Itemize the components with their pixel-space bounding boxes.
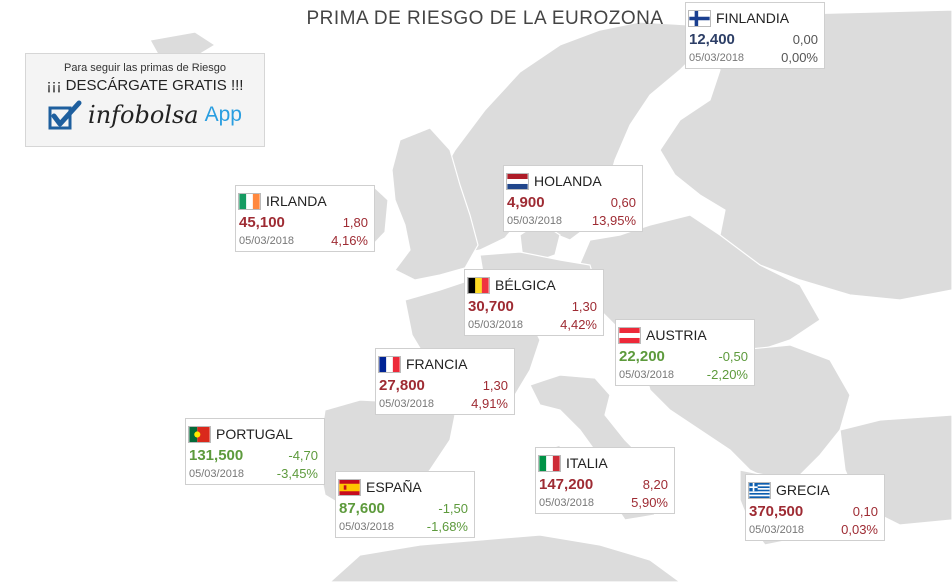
risk-premium-value: 131,500	[189, 447, 244, 464]
risk-premium-value: 27,800	[379, 377, 425, 394]
country-name: HOLANDA	[534, 173, 602, 189]
quote-date: 05/03/2018	[239, 235, 295, 247]
country-card-espana[interactable]: ESPAÑA 87,600 -1,50 05/03/2018 -1,68%	[335, 471, 475, 538]
quote-date: 05/03/2018	[749, 524, 805, 536]
risk-premium-change: 0,60	[610, 195, 636, 210]
risk-premium-change-percent: 4,91%	[471, 396, 508, 411]
quote-date: 05/03/2018	[468, 319, 524, 331]
portugal-flag-icon	[188, 425, 211, 443]
country-name: FRANCIA	[406, 356, 468, 372]
country-card-francia[interactable]: FRANCIA 27,800 1,30 05/03/2018 4,91%	[375, 348, 515, 415]
quote-date: 05/03/2018	[189, 468, 245, 480]
quote-date: 05/03/2018	[339, 521, 395, 533]
country-name: GRECIA	[776, 482, 830, 498]
spain-flag-icon	[338, 478, 361, 496]
austria-flag-icon	[618, 326, 641, 344]
ireland-flag-icon	[238, 192, 261, 210]
risk-premium-change: -4,70	[288, 448, 318, 463]
country-name: ESPAÑA	[366, 479, 422, 495]
risk-premium-change-percent: 0,03%	[841, 522, 878, 537]
italy-flag-icon	[538, 454, 561, 472]
risk-premium-change-percent: -3,45%	[276, 466, 318, 481]
country-card-finlandia[interactable]: FINLANDIA 12,400 0,00 05/03/2018 0,00%	[685, 2, 825, 69]
risk-premium-change-percent: 4,42%	[560, 317, 597, 332]
risk-premium-change: 1,80	[342, 215, 368, 230]
risk-premium-change: 8,20	[642, 477, 668, 492]
risk-premium-change: 0,00	[792, 32, 818, 47]
risk-premium-change: 1,30	[482, 378, 508, 393]
country-name: BÉLGICA	[495, 277, 556, 293]
country-card-belgica[interactable]: BÉLGICA 30,700 1,30 05/03/2018 4,42%	[464, 269, 604, 336]
map-title: PRIMA DE RIESGO DE LA EUROZONA	[306, 8, 664, 29]
risk-premium-value: 4,900	[507, 194, 545, 211]
risk-premium-change-percent: 0,00%	[781, 50, 818, 65]
belgium-flag-icon	[467, 276, 490, 294]
quote-date: 05/03/2018	[507, 215, 563, 227]
risk-premium-value: 30,700	[468, 298, 514, 315]
country-name: PORTUGAL	[216, 426, 293, 442]
risk-premium-change: 1,30	[571, 299, 597, 314]
country-name: ITALIA	[566, 455, 608, 471]
country-card-italia[interactable]: ITALIA 147,200 8,20 05/03/2018 5,90%	[535, 447, 675, 514]
promo-subtitle: Para seguir las primas de Riesgo	[63, 62, 227, 74]
country-card-austria[interactable]: AUSTRIA 22,200 -0,50 05/03/2018 -2,20%	[615, 319, 755, 386]
country-card-grecia[interactable]: GRECIA 370,500 0,10 05/03/2018 0,03%	[745, 474, 885, 541]
quote-date: 05/03/2018	[379, 398, 435, 410]
risk-premium-change-percent: 4,16%	[331, 233, 368, 248]
risk-premium-change: -0,50	[718, 349, 748, 364]
risk-premium-value: 87,600	[339, 500, 385, 517]
country-name: FINLANDIA	[716, 10, 790, 26]
risk-premium-value: 45,100	[239, 214, 285, 231]
greece-flag-icon	[748, 481, 771, 499]
infobolsa-logo[interactable]: infobolsa App	[26, 100, 264, 130]
netherlands-flag-icon	[506, 172, 529, 190]
risk-premium-change-percent: 13,95%	[591, 213, 636, 228]
country-card-irlanda[interactable]: IRLANDA 45,100 1,80 05/03/2018 4,16%	[235, 185, 375, 252]
country-card-portugal[interactable]: PORTUGAL 131,500 -4,70 05/03/2018 -3,45%	[185, 418, 325, 485]
finland-flag-icon	[688, 9, 711, 27]
risk-premium-value: 22,200	[619, 348, 665, 365]
brand-app-label: App	[204, 103, 242, 126]
checkbox-check-icon	[48, 100, 82, 130]
risk-premium-change: -1,50	[438, 501, 468, 516]
country-name: IRLANDA	[266, 193, 327, 209]
risk-premium-change-percent: -1,68%	[426, 519, 468, 534]
quote-date: 05/03/2018	[539, 497, 595, 509]
risk-premium-change-percent: -2,20%	[706, 367, 748, 382]
risk-premium-change: 0,10	[852, 504, 878, 519]
promo-headline: ¡¡¡ DESCÁRGATE GRATIS !!!	[46, 77, 244, 94]
france-flag-icon	[378, 355, 401, 373]
quote-date: 05/03/2018	[689, 52, 745, 64]
quote-date: 05/03/2018	[619, 369, 675, 381]
risk-premium-value: 12,400	[689, 31, 735, 48]
risk-premium-change-percent: 5,90%	[631, 495, 668, 510]
app-promo-banner[interactable]: Para seguir las primas de Riesgo ¡¡¡ DES…	[25, 53, 265, 147]
country-name: AUSTRIA	[646, 327, 707, 343]
risk-premium-value: 370,500	[749, 503, 804, 520]
risk-premium-value: 147,200	[539, 476, 594, 493]
country-card-holanda[interactable]: HOLANDA 4,900 0,60 05/03/2018 13,95%	[503, 165, 643, 232]
brand-name: infobolsa	[88, 101, 199, 129]
